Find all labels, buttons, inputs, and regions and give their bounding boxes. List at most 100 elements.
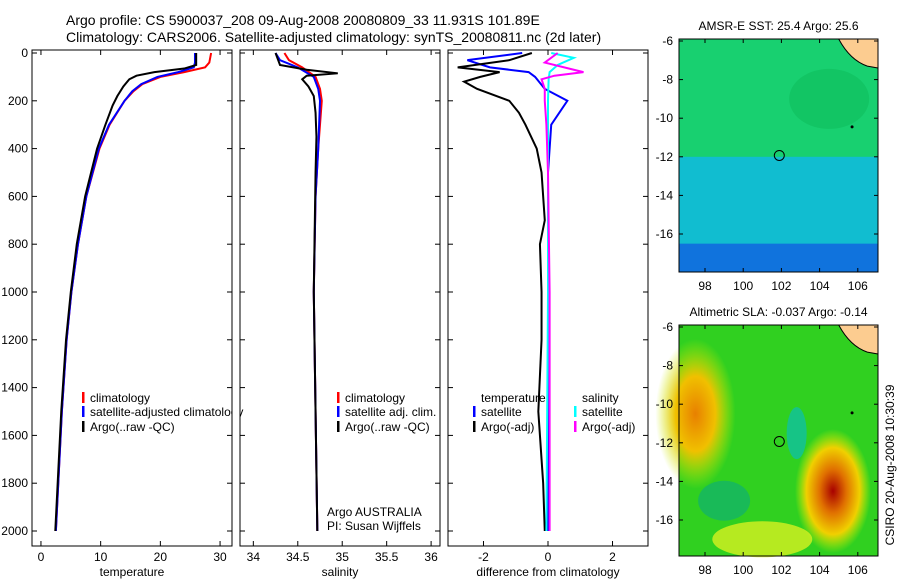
y-tick-label: 800 <box>8 237 28 251</box>
legend-swatch <box>337 392 340 403</box>
x-tick-label: 30 <box>213 550 227 564</box>
map-x-tick-label: 106 <box>848 563 868 577</box>
x-tick-label: 34.5 <box>286 550 310 564</box>
map-y-tick-label: -12 <box>656 436 674 450</box>
series-line-salinity-argo-adj- <box>540 52 584 531</box>
christmas-island <box>850 411 854 415</box>
y-tick-label: 2000 <box>1 524 28 538</box>
legend-label: climatology <box>90 391 150 405</box>
map-y-tick-label: -6 <box>662 34 673 48</box>
y-tick-label: 1000 <box>1 285 28 299</box>
series-line-temperature-satellite <box>467 52 569 531</box>
series-line-satellite-adjusted-climatology <box>54 53 196 532</box>
christmas-island <box>850 125 854 129</box>
series-line-argo-raw-qc- <box>274 52 338 532</box>
x-tick-label: 20 <box>154 550 168 564</box>
x-tick-label: 35 <box>336 550 350 564</box>
series-line-argo-raw-qc- <box>54 53 198 532</box>
map-x-tick-label: 98 <box>698 563 712 577</box>
x-axis-label: temperature <box>100 565 165 579</box>
x-tick-label: 0 <box>545 550 552 564</box>
map-x-tick-label: 100 <box>733 279 753 293</box>
legend-swatch <box>574 421 577 432</box>
map-y-tick-label: -6 <box>662 320 673 334</box>
y-tick-label: 1200 <box>1 333 28 347</box>
legend-label: Argo(..raw -QC) <box>345 420 430 434</box>
title-line-2: Climatology: CARS2006. Satellite-adjuste… <box>66 29 602 45</box>
map-title: AMSR-E SST: 25.4 Argo: 25.6 <box>698 19 858 33</box>
axes-frame-1 <box>239 49 441 547</box>
map-y-tick-label: -12 <box>656 150 674 164</box>
x-tick-label: 35.5 <box>375 550 399 564</box>
map-x-tick-label: 104 <box>810 279 830 293</box>
y-tick-label: 400 <box>8 142 28 156</box>
map-x-tick-label: 102 <box>771 563 791 577</box>
map-y-tick-label: -8 <box>662 73 673 87</box>
legend-heading: salinity <box>582 391 619 405</box>
map-x-tick-label: 100 <box>733 563 753 577</box>
legend-label: Argo(..raw -QC) <box>90 420 175 434</box>
x-tick-label: -2 <box>478 550 489 564</box>
legend-swatch <box>473 421 476 432</box>
y-tick-label: 1400 <box>1 381 28 395</box>
legend-swatch <box>574 406 577 417</box>
land-java <box>837 38 879 69</box>
legend-swatch <box>82 392 85 403</box>
legend-label: satellite-adjusted climatology <box>90 405 243 419</box>
legend-label: satellite <box>481 405 522 419</box>
y-tick-label: 600 <box>8 189 28 203</box>
series-line-temperature-argo-adj- <box>457 52 546 532</box>
land-java <box>837 324 879 355</box>
legend-clip <box>232 390 240 440</box>
x-tick-label: 10 <box>94 550 108 564</box>
map-frame <box>678 324 879 557</box>
legend-swatch <box>82 406 85 417</box>
map-sla <box>655 324 879 558</box>
legend-swatch <box>337 421 340 432</box>
legend-label: Argo(-adj) <box>582 420 635 434</box>
legend-label: satellite <box>582 405 623 419</box>
annotation: PI: Susan Wijffels <box>327 519 421 533</box>
map-x-tick-label: 106 <box>848 279 868 293</box>
map-y-tick-label: -16 <box>656 513 674 527</box>
x-axis-label: difference from climatology <box>476 565 619 579</box>
x-tick-label: 34 <box>247 550 261 564</box>
sla-band <box>712 521 813 558</box>
axes-frame-0 <box>31 49 233 547</box>
y-tick-label: 1600 <box>1 428 28 442</box>
sla-low-sw <box>698 480 751 521</box>
sst-patch <box>789 68 870 129</box>
map-frame <box>678 38 879 273</box>
map-x-tick-label: 98 <box>698 279 712 293</box>
x-tick-label: 2 <box>609 550 616 564</box>
sla-low <box>786 407 807 460</box>
sla-high-west <box>655 338 736 489</box>
y-tick-label: 1800 <box>1 476 28 490</box>
map-sst <box>678 38 879 273</box>
title-line-1: Argo profile: CS 5900037_208 09-Aug-2008… <box>66 12 540 28</box>
argo-float-marker <box>773 149 785 161</box>
x-tick-label: 36 <box>424 550 438 564</box>
map-y-tick-label: -14 <box>656 188 674 202</box>
legend-heading: temperature <box>481 391 546 405</box>
legend-label: Argo(-adj) <box>481 420 534 434</box>
x-axis-label: salinity <box>322 565 359 579</box>
legend-label: satellite adj. clim. <box>345 405 436 419</box>
side-timestamp-label: CSIRO 20-Aug-2008 10:30:39 <box>883 384 897 545</box>
legend-label: climatology <box>345 391 405 405</box>
legend-swatch <box>473 406 476 417</box>
x-tick-label: 0 <box>38 550 45 564</box>
y-tick-label: 200 <box>8 94 28 108</box>
series-line-climatology <box>54 52 213 532</box>
map-title: Altimetric SLA: -0.037 Argo: -0.14 <box>689 305 867 319</box>
y-tick-label: 0 <box>21 46 28 60</box>
map-x-tick-label: 104 <box>810 563 830 577</box>
map-x-tick-label: 102 <box>771 279 791 293</box>
annotation: Argo AUSTRALIA <box>327 505 422 519</box>
argo-float-marker <box>773 435 785 447</box>
legend-swatch <box>337 406 340 417</box>
sst-cold-region <box>679 243 878 272</box>
legend-swatch <box>82 421 85 432</box>
